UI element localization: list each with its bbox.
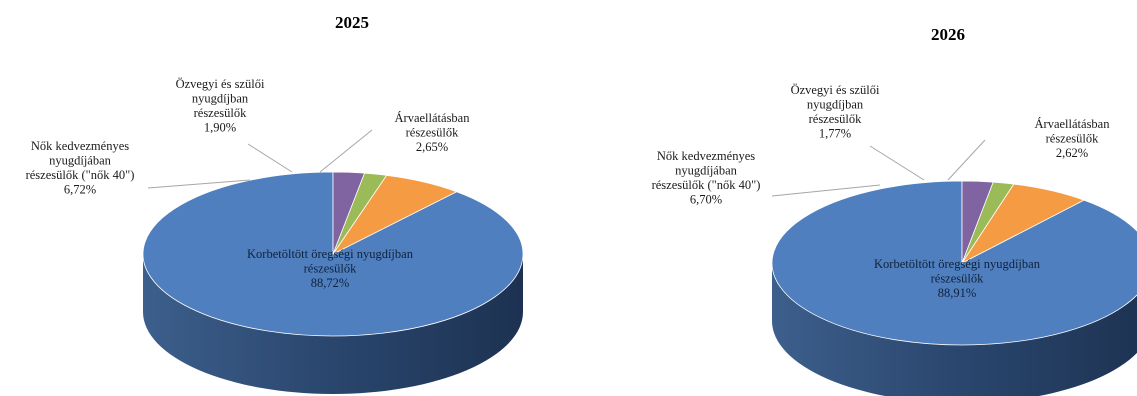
slice-name-line: részesülők bbox=[931, 272, 985, 286]
slice-label-2: Özvegyi és szülői nyugdíjban részesülők 1,9… bbox=[176, 77, 265, 135]
leader-line-2 bbox=[247, 143, 293, 173]
slice-name-line: részesülők bbox=[304, 262, 358, 276]
pie-top-2026 bbox=[771, 180, 1137, 346]
slice-value: 2,62% bbox=[1056, 146, 1088, 160]
leader-line-3 bbox=[319, 129, 373, 173]
slice-value: 2,65% bbox=[416, 140, 448, 154]
slice-name-line: részesülők bbox=[406, 126, 460, 140]
slice-label-3: Árvaellátásban részesülők 2,62% bbox=[1035, 117, 1111, 160]
slice-value: 6,72% bbox=[64, 183, 96, 197]
slice-name-line: Árvaellátásban bbox=[395, 111, 471, 125]
pie-chart-2026: 2026 Korbetöltött öregségi nyugdíjban rés… bbox=[652, 25, 1137, 396]
slice-name-line: Korbetöltött öregségi nyugdíjban bbox=[247, 247, 414, 261]
slice-label-1: Nők kedvezményes nyugdíjában részesülők ("… bbox=[26, 139, 135, 197]
slice-name-line: nyugdíjában bbox=[49, 154, 112, 168]
pie-side-2025 bbox=[143, 254, 523, 394]
slice-name-line: részesülők bbox=[194, 106, 248, 120]
slice-name-line: nyugdíjban bbox=[807, 98, 864, 112]
slice-name-line: részesülők ("nők 40") bbox=[26, 168, 135, 182]
pie-chart-2025: 2025 Korbetöltött öregségi nyugdíjban rés… bbox=[26, 13, 524, 394]
slice-label-2: Özvegyi és szülői nyugdíjban részesülők 1,7… bbox=[791, 83, 880, 141]
pie-top-2025 bbox=[142, 171, 524, 337]
slice-name-line: nyugdíjban bbox=[192, 92, 249, 106]
slice-labels-2026: Korbetöltött öregségi nyugdíjban részesül… bbox=[652, 83, 1111, 300]
leader-lines-2025 bbox=[147, 129, 373, 189]
slice-labels-2025: Korbetöltött öregségi nyugdíjban részesül… bbox=[26, 77, 471, 290]
leader-line-3 bbox=[947, 139, 986, 181]
pie-slice-3 bbox=[332, 171, 366, 255]
leader-line-1 bbox=[771, 184, 881, 197]
slice-name-line: nyugdíjában bbox=[675, 164, 738, 178]
chart-title-2026: 2026 bbox=[931, 25, 965, 44]
pie-side-2026 bbox=[772, 263, 1137, 396]
leader-line-2 bbox=[869, 145, 925, 181]
slice-label-1: Nők kedvezményes nyugdíjában részesülők ("… bbox=[652, 149, 761, 207]
pie-side-wall bbox=[143, 254, 523, 394]
slice-value: 1,90% bbox=[204, 121, 236, 135]
slice-label-0: Korbetöltött öregségi nyugdíjban részesül… bbox=[247, 247, 414, 290]
slice-name-line: Árvaellátásban bbox=[1035, 117, 1111, 131]
slice-name-line: Özvegyi és szülői bbox=[176, 77, 265, 91]
slice-value: 1,77% bbox=[819, 127, 851, 141]
slice-name-line: Korbetöltött öregségi nyugdíjban bbox=[874, 257, 1041, 271]
pie-slice-0 bbox=[771, 180, 1137, 346]
pie-side-wall bbox=[772, 263, 1137, 396]
slice-label-0: Korbetöltött öregségi nyugdíjban részesül… bbox=[874, 257, 1041, 300]
slice-value: 6,70% bbox=[690, 193, 722, 207]
slice-label-3: Árvaellátásban részesülők 2,65% bbox=[395, 111, 471, 154]
pie-slice-3 bbox=[961, 180, 994, 264]
slice-name-line: részesülők bbox=[1046, 132, 1100, 146]
leader-line-1 bbox=[147, 179, 251, 189]
slice-value: 88,91% bbox=[938, 286, 977, 300]
chart-title-2025: 2025 bbox=[335, 13, 369, 32]
slice-name-line: Nők kedvezményes bbox=[31, 139, 129, 153]
slice-name-line: részesülők ("nők 40") bbox=[652, 178, 761, 192]
slice-value: 88,72% bbox=[311, 276, 350, 290]
leader-lines-2026 bbox=[771, 139, 986, 197]
slice-name-line: Özvegyi és szülői bbox=[791, 83, 880, 97]
slice-name-line: Nők kedvezményes bbox=[657, 149, 755, 163]
slice-name-line: részesülők bbox=[809, 112, 863, 126]
